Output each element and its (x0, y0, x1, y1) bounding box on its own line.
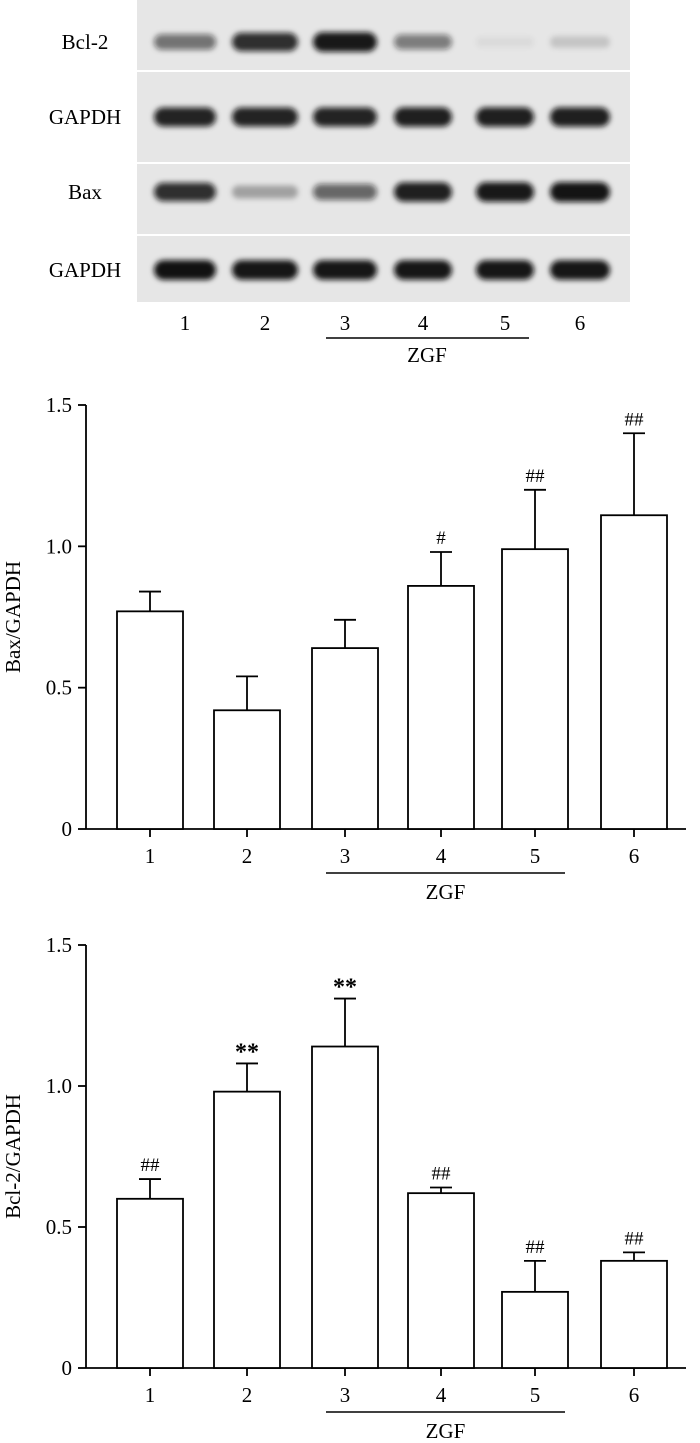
blot-lane-label-6: 6 (575, 311, 586, 335)
blot-band-2-lane-5 (476, 107, 534, 127)
bcl2-chart-bar-3 (311, 1045, 379, 1369)
bcl2-chart-group-label: ZGF (426, 1419, 466, 1443)
bax-chart-bar-4 (407, 585, 475, 830)
bcl2-chart-significance-marker-6: ## (625, 1228, 645, 1249)
bax-chart-x-tick-label-6: 6 (629, 844, 640, 868)
bcl2-chart-y-axis-title: Bcl-2/GAPDH (1, 1094, 25, 1219)
bcl2-chart-x-tick-label-2: 2 (242, 1383, 253, 1407)
blot-band-2-lane-6 (550, 107, 610, 127)
blot-lane-label-1: 1 (180, 311, 191, 335)
blot-band-3-lane-5 (476, 182, 534, 202)
bcl2-chart-x-tick-label-3: 3 (340, 1383, 351, 1407)
blot-band-1-lane-3 (313, 32, 377, 52)
bax-chart-bar-1 (116, 610, 184, 830)
blot-band-1-lane-5 (476, 36, 534, 48)
blot-band-4-lane-3 (313, 260, 377, 280)
bcl2-chart-bar-5 (501, 1290, 569, 1369)
blot-band-1-lane-6 (550, 36, 610, 48)
bcl2-chart-y-tick-label-1: 0.5 (46, 1215, 72, 1239)
blot-group-label: ZGF (407, 343, 447, 367)
blot-band-3-lane-1 (154, 182, 216, 202)
blot-band-label-1: Bcl-2 (62, 30, 109, 54)
blot-band-label-3: Bax (68, 180, 102, 204)
bax-gapdh-bar-chart: 0 0.5 1.0 1.5 Bax/GAPDH 1 2 3 4 #5 ## 6 ## ZGF (1, 393, 686, 904)
blot-lane-label-5: 5 (500, 311, 511, 335)
bcl2-chart-bar-6 (600, 1259, 668, 1369)
blot-band-1-lane-1 (154, 34, 216, 50)
blot-band-2-lane-3 (313, 107, 377, 127)
blot-band-4-lane-2 (232, 260, 298, 280)
bcl2-chart-significance-marker-2: ** (235, 1039, 259, 1065)
western-blot-panel: Bcl-2 GAPDH Bax GAPDH 1 2 3 4 5 6 ZGF (49, 0, 630, 367)
bcl2-chart-bar-4 (407, 1192, 475, 1369)
bax-chart-y-tick-label-3: 1.5 (46, 393, 72, 417)
bax-chart-group-label: ZGF (426, 880, 466, 904)
bax-chart-y-tick-label-0: 0 (62, 817, 73, 841)
bcl2-chart-significance-marker-3: ** (333, 975, 357, 1001)
blot-band-3-lane-4 (394, 182, 452, 202)
bax-chart-y-tick-label-1: 0.5 (46, 676, 72, 700)
bcl2-chart-y-tick-label-0: 0 (62, 1356, 73, 1380)
blot-strip-3 (137, 164, 630, 234)
blot-band-1-lane-4 (394, 34, 452, 50)
bcl2-chart-significance-marker-5: ## (526, 1237, 546, 1258)
blot-band-1-lane-2 (232, 32, 298, 52)
blot-strip-1 (137, 0, 630, 70)
blot-band-2-lane-4 (394, 107, 452, 127)
bax-chart-bar-2 (213, 709, 281, 830)
blot-band-2-lane-2 (232, 107, 298, 127)
bax-chart-significance-marker-4: # (436, 528, 446, 549)
bax-chart-x-tick-label-3: 3 (340, 844, 351, 868)
bcl2-chart-bar-2 (213, 1090, 281, 1369)
bcl2-chart-x-tick-label-5: 5 (530, 1383, 541, 1407)
bcl2-chart-bar-1 (116, 1197, 184, 1369)
blot-band-3-lane-2 (232, 185, 298, 199)
bax-chart-x-tick-label-1: 1 (145, 844, 156, 868)
bax-chart-y-axis-title: Bax/GAPDH (1, 561, 25, 673)
bcl2-gapdh-bar-chart: 0 0.5 1.0 1.5 Bcl-2/GAPDH 1 ## 2 ** 3 ** 4 ## 5 ## 6 ## Z… (1, 933, 686, 1443)
bcl2-chart-significance-marker-1: ## (141, 1155, 161, 1176)
bcl2-chart-x-tick-label-6: 6 (629, 1383, 640, 1407)
blot-lane-label-4: 4 (418, 311, 429, 335)
blot-band-4-lane-6 (550, 260, 610, 280)
blot-band-3-lane-3 (313, 184, 377, 200)
blot-band-4-lane-5 (476, 260, 534, 280)
blot-band-label-2: GAPDH (49, 105, 121, 129)
bax-chart-bar-6 (600, 514, 668, 830)
bcl2-chart-x-tick-label-1: 1 (145, 1383, 156, 1407)
bax-chart-bar-3 (311, 647, 379, 830)
blot-band-4-lane-4 (394, 260, 452, 280)
bax-chart-y-tick-label-2: 1.0 (46, 534, 72, 558)
bax-chart-bar-5 (501, 548, 569, 830)
blot-band-4-lane-1 (154, 260, 216, 280)
blot-strip-4 (137, 236, 630, 302)
blot-lane-label-2: 2 (260, 311, 271, 335)
blot-band-label-4: GAPDH (49, 258, 121, 282)
blot-band-2-lane-1 (154, 107, 216, 127)
bcl2-chart-y-tick-label-2: 1.0 (46, 1074, 72, 1098)
bax-chart-x-tick-label-4: 4 (436, 844, 447, 868)
blot-lane-label-3: 3 (340, 311, 351, 335)
bax-chart-x-tick-label-5: 5 (530, 844, 541, 868)
blot-strip-2 (137, 72, 630, 162)
bax-chart-significance-marker-6: ## (625, 409, 645, 430)
bcl2-chart-y-tick-label-3: 1.5 (46, 933, 72, 957)
bcl2-chart-significance-marker-4: ## (432, 1164, 452, 1185)
bax-chart-x-tick-label-2: 2 (242, 844, 253, 868)
blot-band-3-lane-6 (550, 182, 610, 202)
bcl2-chart-x-tick-label-4: 4 (436, 1383, 447, 1407)
bax-chart-significance-marker-5: ## (526, 466, 546, 487)
